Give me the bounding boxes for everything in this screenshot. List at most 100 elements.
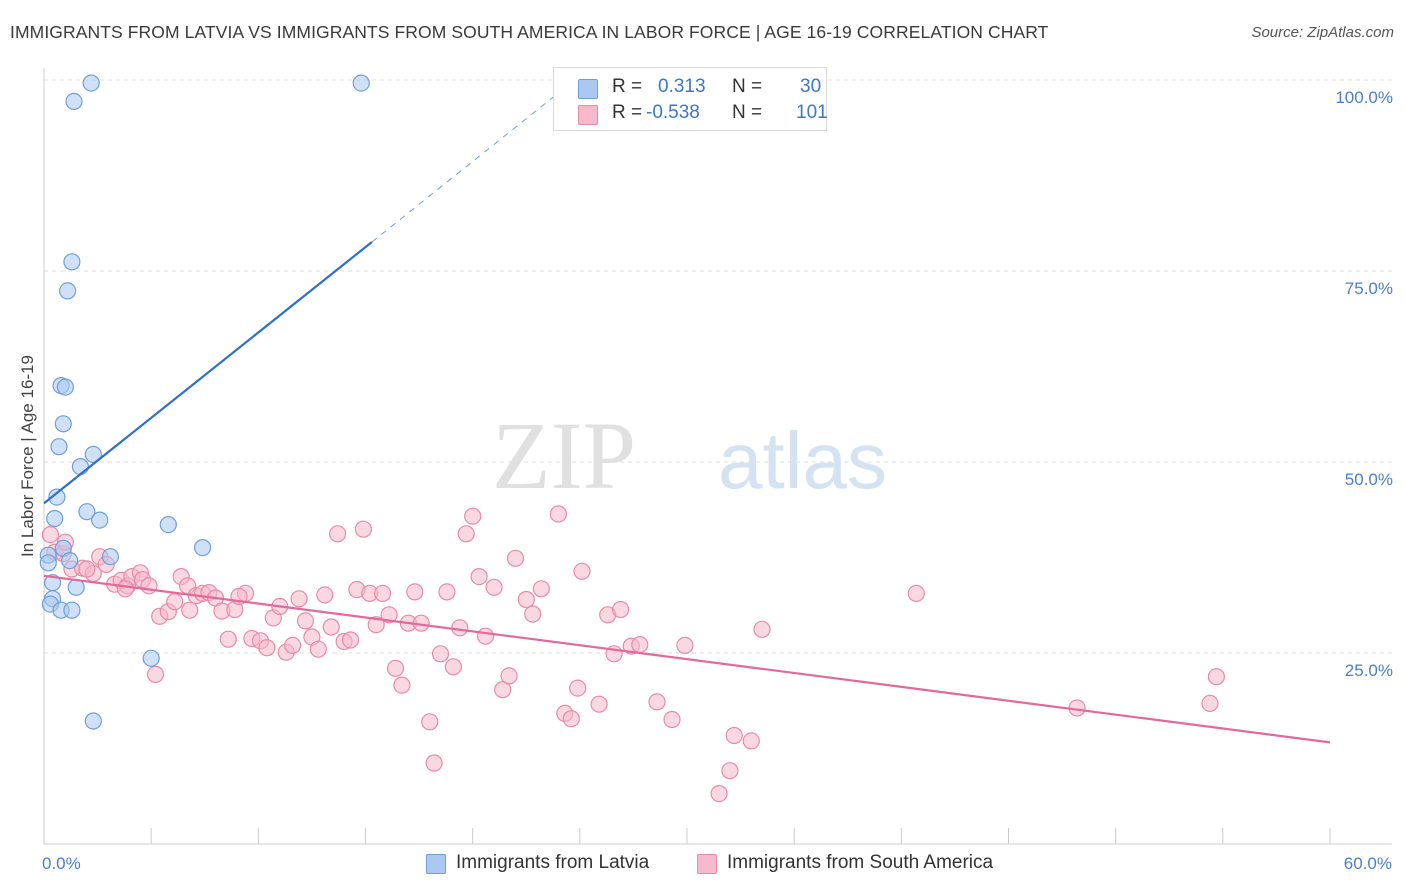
south-america-point-26	[219, 630, 237, 648]
south-america-point-50	[380, 606, 398, 624]
latvia-point-11	[48, 488, 66, 506]
r-label: R =	[612, 102, 643, 123]
series-legend: Immigrants from Latvia Immigrants from S…	[0, 852, 1406, 878]
south-america-point-64	[470, 567, 488, 586]
legend-swatch-latvia	[426, 854, 446, 874]
south-america-point-68	[500, 667, 518, 685]
latvia-point-29	[84, 712, 102, 730]
south-america-point-81	[611, 600, 630, 619]
south-america-point-51	[386, 659, 405, 677]
south-america-point-35	[284, 636, 302, 655]
south-america-point-69	[506, 549, 525, 567]
south-america-point-86	[676, 636, 694, 655]
south-america-point-77	[573, 562, 591, 580]
south-america-point-89	[725, 726, 743, 745]
south-america-point-73	[549, 505, 568, 523]
n-label: N =	[732, 102, 763, 123]
legend-swatch-south-america	[578, 105, 598, 125]
gridlines	[44, 79, 1392, 654]
south-america-point-15	[146, 665, 165, 684]
trend-lines	[43, 92, 1331, 744]
south-america-point-46	[354, 520, 372, 538]
x-tick-label-min: 0.0%	[42, 854, 81, 873]
south-america-point-83	[631, 635, 649, 654]
south-america-point-98	[116, 580, 135, 598]
south-america-point-91	[753, 620, 771, 638]
watermark-atlas: atlas	[718, 416, 887, 505]
south-america-point-40	[316, 586, 334, 604]
south-america-point-48	[367, 616, 385, 634]
south-america-point-56	[421, 713, 439, 731]
y-tick-label-25: 25.0%	[1345, 661, 1393, 680]
latvia-point-15	[46, 509, 64, 528]
latvia-point-18	[101, 548, 120, 566]
south-america-point-54	[406, 583, 424, 601]
south-america-point-63	[464, 507, 482, 525]
latvia-trend-extension	[371, 92, 559, 243]
legend-label-latvia: Immigrants from Latvia	[456, 852, 650, 873]
south-america-point-0	[41, 525, 60, 544]
south-america-point-39	[309, 640, 327, 658]
south-america-point-76	[569, 679, 587, 697]
latvia-point-19	[61, 551, 79, 570]
latvia-point-27	[63, 601, 81, 619]
south-america-point-70	[517, 590, 535, 609]
x-tick-label-max: 60.0%	[1344, 854, 1392, 873]
south-america-point-61	[451, 619, 469, 637]
latvia-point-16	[194, 538, 212, 557]
latvia-point-10	[71, 458, 90, 476]
south-america-point-92	[907, 584, 925, 603]
south-america-point-42	[329, 525, 347, 543]
legend-swatch-south-america	[697, 854, 717, 874]
latvia-point-0	[82, 74, 100, 92]
south-america-point-87	[710, 784, 728, 803]
south-america-point-65	[476, 627, 495, 645]
south-america-point-58	[431, 645, 450, 663]
south-america-point-94	[1201, 694, 1219, 713]
latvia-point-9	[84, 445, 102, 463]
latvia-point-6	[56, 378, 75, 396]
south-america-point-62	[457, 525, 475, 543]
south-america-point-49	[374, 584, 392, 603]
latvia-point-14	[159, 515, 177, 534]
south-america-point-99	[181, 601, 199, 619]
south-america-point-14	[140, 577, 158, 595]
south-america-point-95	[1207, 668, 1226, 686]
watermark-zip: ZIP	[492, 402, 636, 509]
south-america-point-90	[742, 732, 760, 750]
south-america-point-71	[524, 605, 542, 623]
y-tick-labels: 25.0% 50.0% 75.0% 100.0%	[1335, 88, 1393, 680]
latvia-point-12	[78, 503, 96, 521]
south-america-point-41	[322, 618, 340, 636]
south-america-point-85	[663, 710, 681, 729]
latvia-point-7	[54, 415, 72, 433]
south-america-point-44	[341, 631, 360, 649]
south-america-point-67	[494, 681, 512, 699]
south-america-point-60	[444, 658, 462, 676]
south-america-point-84	[648, 693, 666, 711]
r-value: 0.313	[658, 76, 706, 97]
south-america-point-36	[290, 590, 308, 608]
south-america-points	[41, 505, 1226, 803]
latvia-point-2	[65, 92, 83, 111]
latvia-point-4	[58, 282, 77, 300]
n-value: 101	[796, 102, 828, 123]
south-america-point-52	[393, 676, 411, 694]
x-ticks	[43, 828, 1331, 844]
south-america-point-66	[485, 578, 503, 596]
axes	[43, 68, 1392, 845]
y-tick-label-100: 100.0%	[1335, 88, 1393, 107]
south-america-point-97	[78, 560, 96, 578]
chart-title: IMMIGRANTS FROM LATVIA VS IMMIGRANTS FRO…	[10, 22, 1049, 42]
n-value: 30	[800, 76, 822, 97]
latvia-points	[39, 74, 370, 730]
y-axis-label: In Labor Force | Age 16-19	[18, 355, 37, 557]
south-america-point-72	[532, 580, 550, 598]
south-america-point-18	[166, 593, 184, 611]
n-label: N =	[732, 76, 763, 97]
latvia-point-1	[352, 74, 370, 92]
legend-label-south-america: Immigrants from South America	[727, 852, 994, 873]
south-america-trend-line	[43, 574, 1331, 744]
latvia-point-8	[50, 438, 68, 456]
latvia-point-13	[91, 511, 109, 529]
